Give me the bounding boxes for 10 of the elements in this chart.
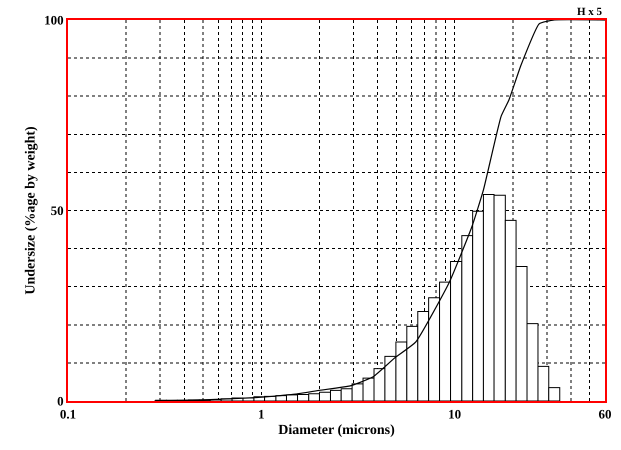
x-tick-label: 1 (258, 406, 265, 422)
x-tick-label: 60 (598, 406, 612, 422)
x-axis-title: Diameter (microns) (278, 423, 396, 438)
y-tick-label: 50 (50, 203, 64, 218)
x-tick-label: 0.1 (60, 406, 76, 422)
y-tick-label: 100 (44, 12, 64, 28)
y-tick-label: 0 (57, 394, 64, 409)
text: H x 5 (577, 6, 603, 18)
x-tick-label: 10 (448, 406, 462, 422)
y-axis-title: Undersize (%age by weight) (23, 126, 38, 295)
